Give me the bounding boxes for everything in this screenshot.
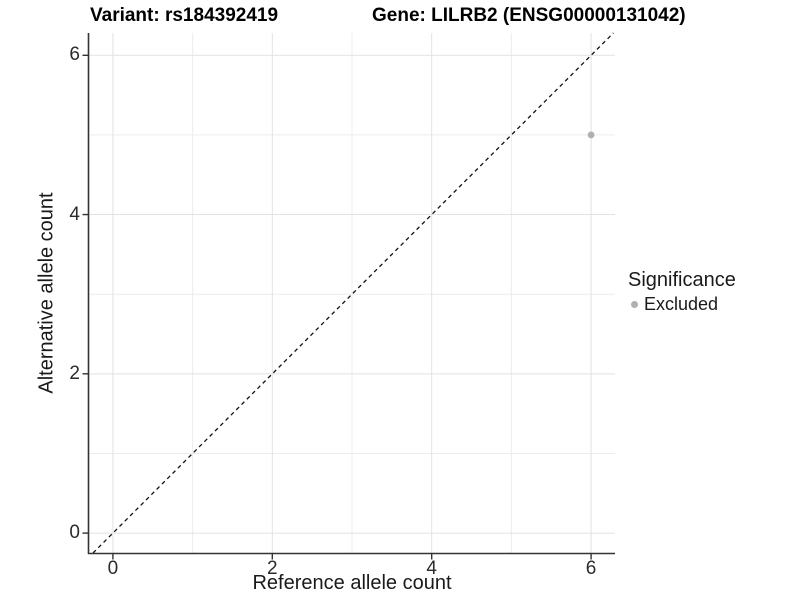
x-axis-title: Reference allele count [252,572,452,594]
gene-title: Gene: LILRB2 (ENSG00000131042) [372,5,686,26]
x-tick-label: 2 [267,558,278,579]
legend: Significance Excluded [628,268,736,316]
y-tick-label: 4 [69,203,80,225]
x-tick-label: 0 [107,558,119,579]
legend-title: Significance [628,269,736,291]
y-axis-title: Alternative allele count [35,192,58,394]
y-tick-label: 6 [69,44,80,66]
data-point [587,131,595,139]
legend-point-icon [631,300,638,308]
variant-title: Variant: rs184392419 [90,5,279,26]
legend-entry-label: Excluded [644,293,719,314]
identity-line [92,32,614,554]
y-tick-label: 0 [69,522,80,544]
y-tick-label: 2 [69,362,80,384]
x-tick-label: 6 [585,558,597,579]
x-tick-label: 4 [426,558,437,579]
legend-entry-excluded: Excluded [628,292,736,316]
